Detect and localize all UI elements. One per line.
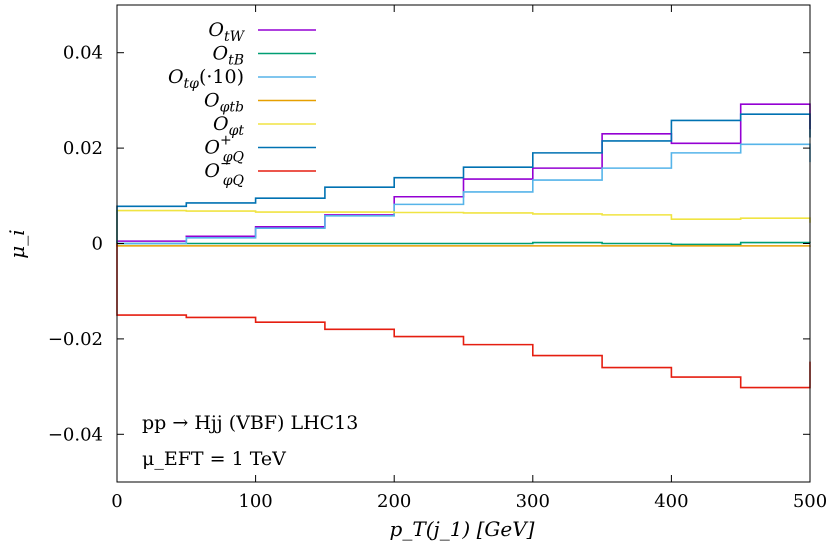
y-tick-label: 0.02 (63, 138, 103, 159)
series-line-otb (116, 243, 811, 247)
series-line-otb (117, 241, 811, 246)
ticks-layer: 0 100 200 300 400 500 0.04 0.02 0 −0.02 −0.04 (48, 5, 827, 512)
x-tick-label: 200 (377, 491, 411, 512)
y-tick-label: −0.02 (48, 329, 103, 350)
x-axis-label: p_T(j_1) [GeV] (390, 517, 535, 541)
series-line-otw (116, 103, 811, 244)
legend-label-3: Oφtb (204, 90, 244, 116)
x-tick-label: 500 (793, 491, 827, 512)
annotation-process: pp → Hjj (VBF) LHC13 (142, 412, 358, 434)
x-tick-label: 100 (238, 491, 272, 512)
legend-label-0: OtW (208, 19, 245, 45)
series-line-ot10 (117, 143, 811, 245)
legend-label-4: Oφt (213, 113, 244, 139)
y-tick-label: 0 (92, 234, 103, 255)
legend-label-2: Otφ(·10) (168, 66, 244, 92)
series-layer (116, 103, 811, 389)
legend-label-6: O− φQ (204, 156, 244, 189)
x-tick-label: 300 (516, 491, 550, 512)
series-line-oq (116, 243, 811, 389)
y-tick-label: −0.04 (48, 424, 103, 445)
legend-label-1: OtB (213, 43, 245, 69)
x-tick-label: 400 (654, 491, 688, 512)
y-axis-label: μ_i (5, 229, 29, 258)
legend-label-5: O+ φQ (204, 133, 244, 166)
series-line-ot (116, 209, 811, 244)
x-tick-label: 0 (111, 491, 122, 512)
series-line-oq (116, 113, 811, 244)
annotation-scale: μ_EFT = 1 TeV (142, 448, 286, 470)
y-tick-label: 0.04 (63, 43, 103, 64)
